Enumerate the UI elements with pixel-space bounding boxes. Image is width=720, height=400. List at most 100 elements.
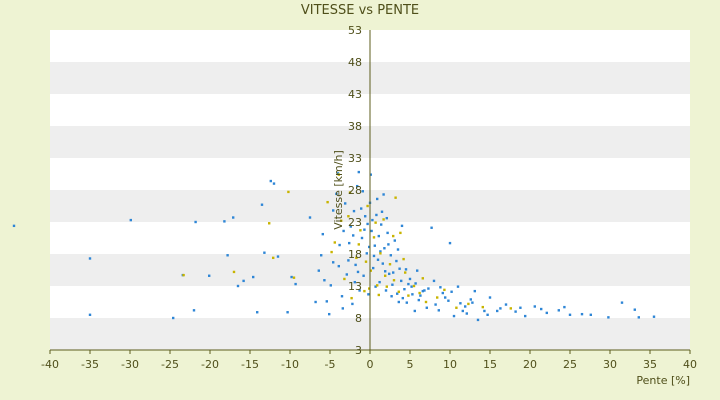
data-point [377,234,380,238]
data-point [182,273,185,277]
data-point [368,245,371,249]
data-point [366,222,369,226]
data-point [349,225,352,228]
data-point [418,291,421,295]
x-tick-label: 35 [643,358,657,371]
data-point [332,261,335,264]
data-point [363,228,366,231]
data-point [390,295,393,298]
data-point [394,196,397,199]
y-tick-label: 43 [348,88,362,101]
data-point [388,263,392,266]
data-point [380,210,384,213]
data-point [372,236,376,239]
data-point [441,291,444,295]
data-point [589,313,592,316]
data-point [374,285,377,288]
data-point [533,305,536,308]
data-point [425,306,428,309]
y-tick-label: 8 [355,312,362,325]
data-point [419,294,422,297]
data-point [129,218,132,222]
data-point [294,282,297,286]
data-point [88,257,92,260]
data-point [607,316,610,319]
data-point [347,215,350,218]
data-point [436,296,439,299]
data-point [459,302,462,305]
data-point [456,285,460,288]
data-point [557,309,560,312]
data-point [325,300,328,303]
data-point [314,300,317,304]
data-point [367,293,370,296]
data-point [340,219,343,222]
data-point [286,311,289,314]
data-point [223,220,226,223]
data-point [326,200,329,204]
data-point [336,172,340,175]
data-point [397,290,400,293]
data-point [450,290,453,293]
data-point [351,302,354,306]
data-point [403,288,406,291]
data-point [455,306,458,309]
data-point [392,279,396,282]
data-point [276,255,280,258]
data-point [368,287,371,290]
data-point [400,224,404,228]
y-tick-label: 13 [348,280,362,293]
data-point [392,234,395,238]
data-point [427,287,430,290]
data-point [464,305,467,308]
data-point [353,280,356,284]
data-point [385,285,388,288]
data-point [386,231,389,235]
data-point [376,197,379,201]
data-point [620,301,624,304]
data-point [372,254,376,258]
data-point [350,296,353,300]
data-point [452,314,456,318]
data-point [383,247,386,250]
data-point [568,313,572,316]
data-point [402,257,405,261]
y-tick-label: 53 [348,24,362,37]
x-tick-label: 40 [683,358,697,371]
data-point [329,284,332,287]
data-point [252,275,255,279]
x-tick-label: -5 [325,358,336,371]
x-tick-label: -15 [241,358,259,371]
data-point [256,311,259,314]
data-point [232,270,236,274]
data-point [465,312,468,315]
x-tick-label: -40 [41,358,59,371]
data-point [469,298,472,301]
data-point [382,218,385,221]
x-tick-label: 15 [483,358,497,371]
data-point [369,173,372,176]
data-point [323,279,326,282]
data-point [263,251,266,254]
data-point [356,184,359,188]
data-point [486,313,489,316]
data-point [364,215,367,218]
x-tick-label: -10 [281,358,299,371]
data-point [434,303,437,306]
x-tick-label: 25 [563,358,577,371]
data-point [242,279,245,283]
data-point [424,300,428,304]
data-point [376,284,379,287]
data-point [400,279,403,283]
data-point [328,312,331,316]
data-point [372,266,375,270]
data-point [473,289,476,293]
y-tick-label: 33 [348,152,362,165]
data-point [287,190,290,194]
data-point [354,263,357,267]
data-point [545,311,548,315]
x-tick-label: 0 [367,358,374,371]
data-points [12,170,656,322]
data-point [407,294,410,297]
